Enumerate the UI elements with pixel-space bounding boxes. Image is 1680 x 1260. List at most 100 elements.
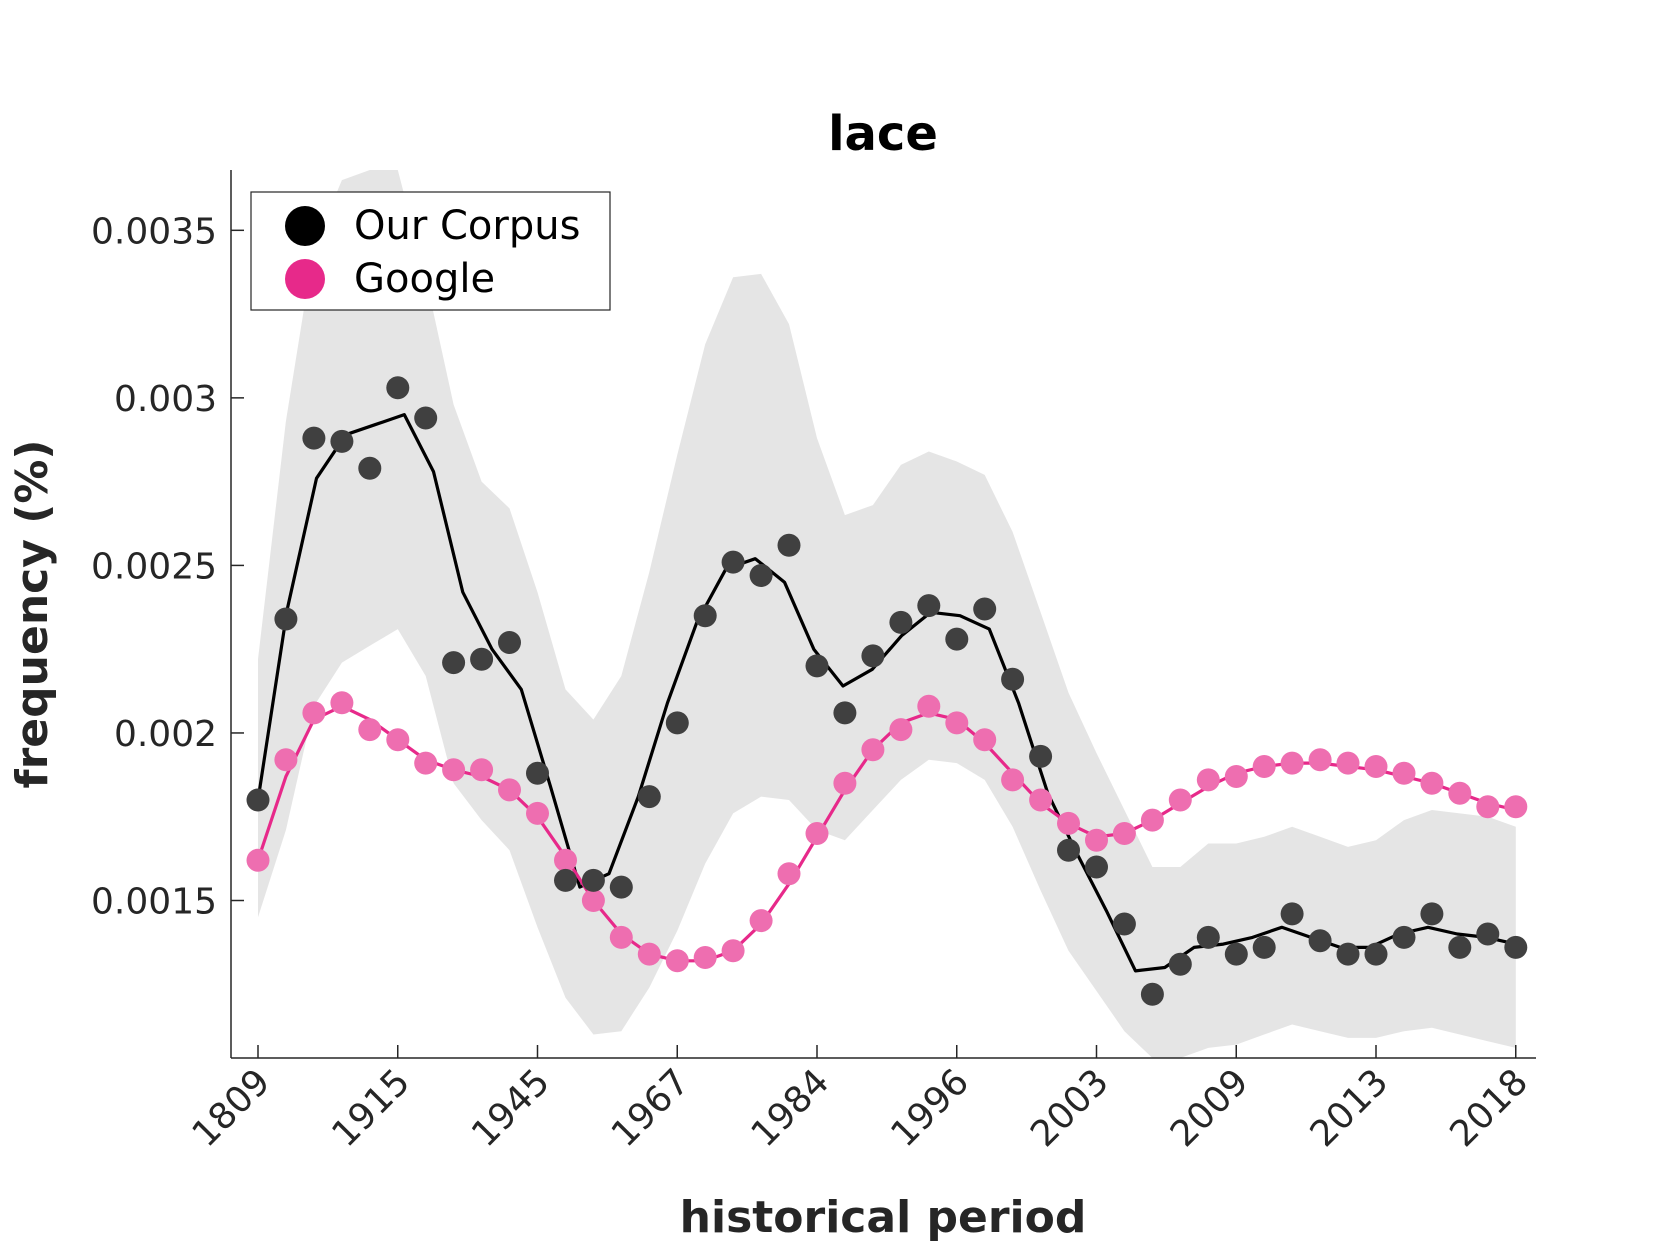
our-corpus-point: [833, 701, 857, 725]
our-corpus-point: [1336, 942, 1360, 966]
our-corpus-point: [1392, 925, 1416, 949]
our-corpus-point: [1029, 744, 1053, 768]
google-point: [274, 748, 298, 772]
google-point: [442, 758, 466, 782]
our-corpus-point: [637, 785, 661, 809]
google-point: [861, 738, 885, 762]
our-corpus-point: [1308, 929, 1332, 953]
our-corpus-point: [1140, 982, 1164, 1006]
y-tick-label: 0.0025: [91, 546, 217, 587]
google-point: [358, 718, 382, 742]
google-point: [1001, 768, 1025, 792]
legend: Our Corpus Google: [250, 191, 611, 311]
our-corpus-point: [1504, 935, 1528, 959]
y-tick-label: 0.0015: [91, 882, 217, 923]
google-point: [665, 949, 689, 973]
google-point: [833, 771, 857, 795]
our-corpus-point: [889, 610, 913, 634]
legend-label-google: Google: [354, 256, 495, 302]
y-ticks: 0.0015 0.002 0.0025 0.003 0.0035: [91, 211, 244, 923]
our-corpus-point: [917, 594, 941, 618]
smooth-line-layer: [256, 413, 1517, 973]
our-corpus-point: [414, 406, 438, 430]
google-point: [302, 701, 326, 725]
our-corpus-point: [1085, 855, 1108, 879]
google-point: [1085, 828, 1108, 852]
our-corpus-point: [973, 597, 997, 621]
google-point: [470, 758, 494, 782]
google-point: [889, 718, 913, 742]
our-corpus-smooth-line: [256, 413, 1517, 973]
our-corpus-point: [1280, 902, 1304, 926]
google-point: [330, 691, 354, 715]
our-corpus-point: [330, 429, 354, 453]
our-corpus-point: [665, 711, 689, 735]
our-corpus-point: [526, 761, 549, 785]
google-point: [945, 711, 969, 735]
our-corpus-point: [609, 875, 633, 899]
x-axis-title: historical period: [680, 1192, 1087, 1243]
our-corpus-point: [861, 644, 885, 668]
google-point: [1504, 795, 1528, 819]
google-point: [973, 728, 997, 752]
our-corpus-point: [470, 647, 494, 671]
google-point: [1392, 761, 1416, 785]
our-corpus-point: [274, 607, 298, 631]
google-point: [749, 909, 773, 933]
our-corpus-point: [1252, 935, 1276, 959]
confidence-band: [258, 170, 1516, 1058]
google-point: [1448, 781, 1472, 805]
google-point: [414, 751, 438, 775]
our-corpus-point: [1057, 838, 1080, 862]
our-corpus-point: [1196, 925, 1220, 949]
google-point: [1140, 808, 1164, 832]
google-point: [386, 728, 410, 752]
google-point: [805, 822, 829, 845]
our-corpus-point: [777, 533, 801, 557]
google-point: [1057, 811, 1080, 835]
our-corpus-point: [1364, 942, 1388, 966]
google-point: [1112, 822, 1136, 845]
confidence-band-layer: [258, 170, 1516, 1058]
google-point: [554, 848, 577, 872]
google-point: [526, 801, 549, 825]
our-corpus-point: [1448, 935, 1472, 959]
google-point: [777, 862, 801, 886]
our-corpus-point: [1112, 912, 1136, 936]
our-corpus-point: [358, 456, 382, 480]
google-point: [693, 946, 717, 969]
google-point: [1196, 768, 1220, 792]
google-point: [498, 778, 521, 802]
our-corpus-point: [1476, 922, 1500, 946]
our-corpus-point: [945, 627, 969, 651]
google-point: [1476, 795, 1500, 819]
y-tick-label: 0.002: [114, 714, 217, 755]
google-point: [1336, 751, 1360, 775]
chart-title: lace: [828, 106, 938, 162]
google-point: [637, 942, 661, 966]
google-point: [1280, 751, 1304, 775]
our-corpus-point: [246, 788, 270, 812]
our-corpus-point: [805, 654, 829, 678]
our-corpus-point: [1001, 667, 1025, 691]
legend-label-our-corpus: Our Corpus: [354, 203, 580, 249]
legend-marker-google: [285, 259, 325, 299]
axes: [230, 170, 1536, 1059]
google-point: [917, 694, 941, 718]
google-point: [1224, 765, 1248, 788]
our-corpus-point: [442, 651, 466, 675]
y-tick-label: 0.0035: [91, 211, 217, 252]
y-axis-title: frequency (%): [7, 439, 58, 788]
google-point: [1029, 788, 1053, 812]
google-point: [609, 925, 633, 949]
google-point: [1420, 771, 1444, 795]
our-corpus-point: [1168, 952, 1192, 976]
our-corpus-point: [554, 868, 577, 892]
our-corpus-point: [749, 564, 773, 587]
y-tick-label: 0.003: [114, 379, 217, 420]
google-point: [1308, 748, 1332, 772]
data-point-layer: [246, 376, 1528, 1006]
google-point: [1168, 788, 1192, 812]
google-point: [246, 848, 270, 872]
